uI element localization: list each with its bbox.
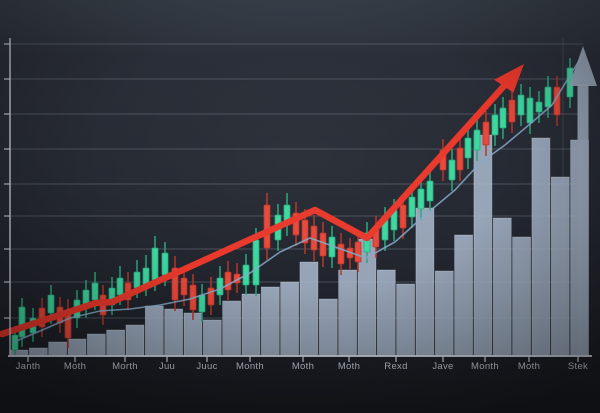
- candle-body-down: [354, 241, 362, 263]
- trend-line: [0, 82, 508, 338]
- x-axis-label: Moth: [292, 361, 314, 372]
- volume-bar: [106, 329, 126, 357]
- x-axis-label: Moth: [338, 361, 360, 372]
- volume-bar-series: [9, 134, 589, 357]
- volume-bar: [222, 300, 241, 357]
- candle-body-down: [456, 147, 464, 171]
- candle-body-up: [216, 277, 224, 296]
- candle-body-up: [18, 306, 26, 338]
- volume-bar: [28, 347, 48, 357]
- volume-bar: [86, 333, 106, 357]
- candle-body-up: [133, 271, 141, 289]
- candle-body-down: [224, 271, 232, 291]
- candle-body-up: [426, 180, 434, 202]
- momentum-arrow-shaft: [577, 84, 589, 355]
- volume-bar: [164, 308, 183, 357]
- x-axis-label: Rexd: [384, 361, 407, 372]
- volume-bar: [396, 283, 415, 357]
- candle-body-up: [91, 282, 99, 301]
- x-axis-label: Juu: [159, 361, 175, 372]
- candle-body-down: [482, 121, 490, 146]
- x-axis-label: Morth: [112, 361, 138, 372]
- candle-body-up: [11, 334, 19, 351]
- candle-body-down: [337, 243, 345, 265]
- volume-bar: [512, 236, 531, 357]
- volume-bar: [338, 269, 357, 357]
- trend-arrowhead: [494, 64, 524, 93]
- candle-body-up: [448, 159, 456, 181]
- volume-bar: [260, 286, 280, 357]
- candle-body-down: [319, 232, 327, 257]
- volume-bar: [241, 293, 261, 357]
- x-axis-label: Moth: [64, 361, 86, 372]
- candle-body-up: [544, 86, 552, 108]
- volume-bar: [415, 207, 435, 357]
- x-axis-label: Month: [236, 361, 264, 372]
- moving-average-line: [13, 55, 583, 343]
- x-axis-label: Moth: [518, 361, 540, 372]
- candle-body-up: [151, 247, 159, 281]
- candle-body-up: [491, 114, 499, 136]
- candle-body-up: [47, 294, 55, 314]
- volume-bar: [318, 298, 338, 357]
- axes-layer: [8, 38, 592, 362]
- volume-bar: [531, 137, 551, 357]
- candle-body-up: [116, 277, 124, 296]
- momentum-arrow-up-icon: [569, 46, 597, 355]
- volume-bar: [376, 269, 396, 357]
- volume-bar: [434, 270, 454, 357]
- volume-bar: [67, 338, 87, 357]
- volume-bar: [550, 176, 570, 357]
- candle-body-up: [464, 137, 472, 159]
- candle-body-up: [499, 107, 507, 129]
- x-axis-label: Juuc: [196, 361, 217, 372]
- candle-body-up: [517, 94, 525, 116]
- candle-body-down: [180, 277, 188, 296]
- volume-bar: [454, 234, 473, 357]
- candle-body-up: [161, 252, 169, 276]
- x-axis-label: Janth: [16, 361, 41, 372]
- candle-body-down: [301, 219, 309, 244]
- volume-bar: [473, 134, 493, 357]
- candle-body-down: [263, 204, 271, 249]
- x-axis-labels: Janth Moth Morth Juu Juuc Month Moth Moth Rexd Ja…: [16, 361, 588, 372]
- volume-bar: [492, 217, 512, 357]
- candle-body-up: [473, 129, 481, 151]
- x-axis-label: Jave: [432, 361, 453, 372]
- candle-body-up: [198, 294, 206, 313]
- candle-body-down: [399, 204, 407, 229]
- volume-bar: [48, 341, 68, 357]
- candle-body-up: [252, 239, 260, 286]
- candle-body-up: [535, 101, 543, 113]
- volume-bar: [280, 281, 299, 357]
- candle-body-up: [526, 97, 534, 124]
- volume-bar: [144, 305, 164, 357]
- volume-bar: [299, 261, 319, 357]
- candle-body-down: [508, 99, 516, 123]
- volume-bar: [125, 324, 145, 357]
- x-axis-label: Month: [471, 361, 499, 372]
- candle-body-up: [417, 188, 425, 210]
- candle-body-up: [408, 196, 416, 218]
- momentum-arrowhead: [569, 46, 597, 86]
- ma-polyline: [13, 55, 583, 343]
- volume-bar: [202, 319, 222, 357]
- x-axis-label: Stek: [568, 361, 588, 372]
- trend-arrow-up-icon: [0, 64, 524, 338]
